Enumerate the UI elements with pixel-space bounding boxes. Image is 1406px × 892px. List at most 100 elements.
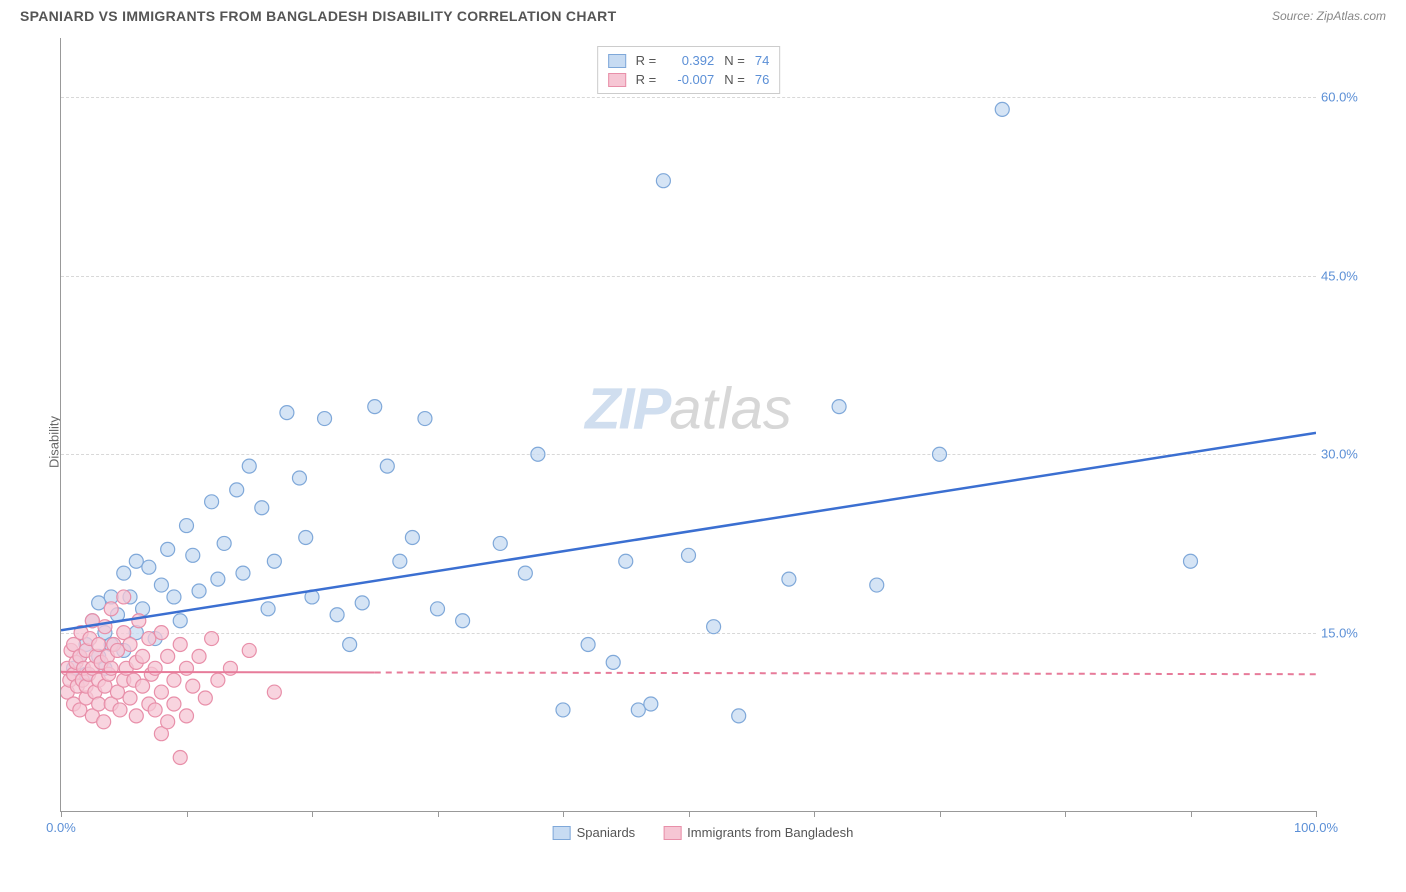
data-point: [186, 548, 200, 562]
data-point: [223, 661, 237, 675]
data-point: [330, 608, 344, 622]
r-value-spaniards: 0.392: [666, 53, 714, 68]
x-tick: [1316, 811, 1317, 817]
legend-swatch-icon: [663, 826, 681, 840]
data-point: [211, 572, 225, 586]
n-label: N =: [724, 53, 745, 68]
data-point: [167, 590, 181, 604]
source-attribution: Source: ZipAtlas.com: [1272, 9, 1386, 23]
data-point: [230, 483, 244, 497]
data-point: [418, 412, 432, 426]
y-tick-label: 60.0%: [1321, 90, 1381, 105]
chart-title: SPANIARD VS IMMIGRANTS FROM BANGLADESH D…: [20, 8, 616, 24]
data-point: [167, 673, 181, 687]
data-point: [217, 536, 231, 550]
data-point: [380, 459, 394, 473]
r-value-bangladesh: -0.007: [666, 72, 714, 87]
data-point: [933, 447, 947, 461]
data-point: [173, 750, 187, 764]
data-point: [782, 572, 796, 586]
x-tick-label: 0.0%: [46, 820, 76, 835]
data-point: [556, 703, 570, 717]
data-point: [518, 566, 532, 580]
data-point: [161, 649, 175, 663]
data-point: [173, 614, 187, 628]
data-point: [123, 691, 137, 705]
data-point: [299, 530, 313, 544]
scatter-svg: [61, 38, 1316, 811]
data-point: [236, 566, 250, 580]
data-point: [192, 584, 206, 598]
data-point: [242, 459, 256, 473]
data-point: [148, 661, 162, 675]
series-legend: Spaniards Immigrants from Bangladesh: [553, 825, 854, 840]
data-point: [707, 620, 721, 634]
x-tick: [312, 811, 313, 817]
data-point: [92, 697, 106, 711]
data-point: [136, 679, 150, 693]
data-point: [180, 519, 194, 533]
x-tick: [1065, 811, 1066, 817]
data-point: [132, 614, 146, 628]
correlation-legend: R = 0.392 N = 74 R = -0.007 N = 76: [597, 46, 781, 94]
data-point: [832, 400, 846, 414]
y-tick-label: 15.0%: [1321, 625, 1381, 640]
data-point: [656, 174, 670, 188]
trend-line: [61, 672, 375, 673]
x-tick-label: 100.0%: [1294, 820, 1338, 835]
data-point: [92, 638, 106, 652]
data-point: [267, 685, 281, 699]
data-point: [123, 638, 137, 652]
n-value-bangladesh: 76: [755, 72, 769, 87]
data-point: [92, 596, 106, 610]
data-point: [154, 685, 168, 699]
data-point: [129, 554, 143, 568]
trend-line-dashed: [375, 672, 1316, 674]
data-point: [261, 602, 275, 616]
data-point: [318, 412, 332, 426]
legend-swatch-icon: [553, 826, 571, 840]
data-point: [104, 661, 118, 675]
x-tick: [187, 811, 188, 817]
data-point: [198, 691, 212, 705]
y-tick-label: 45.0%: [1321, 268, 1381, 283]
x-tick: [814, 811, 815, 817]
data-point: [393, 554, 407, 568]
data-point: [167, 697, 181, 711]
data-point: [117, 566, 131, 580]
data-point: [110, 643, 124, 657]
x-tick: [1191, 811, 1192, 817]
plot-area: R = 0.392 N = 74 R = -0.007 N = 76 ZIPat…: [60, 38, 1316, 812]
data-point: [161, 542, 175, 556]
data-point: [136, 649, 150, 663]
legend-item-bangladesh: Immigrants from Bangladesh: [663, 825, 853, 840]
legend-row-bangladesh: R = -0.007 N = 76: [608, 70, 770, 89]
data-point: [531, 447, 545, 461]
data-point: [255, 501, 269, 515]
data-point: [104, 602, 118, 616]
data-point: [343, 638, 357, 652]
data-point: [154, 578, 168, 592]
data-point: [117, 590, 131, 604]
data-point: [161, 715, 175, 729]
data-point: [631, 703, 645, 717]
data-point: [405, 530, 419, 544]
legend-row-spaniards: R = 0.392 N = 74: [608, 51, 770, 70]
data-point: [995, 102, 1009, 116]
data-point: [606, 655, 620, 669]
data-point: [180, 709, 194, 723]
data-point: [142, 632, 156, 646]
data-point: [870, 578, 884, 592]
data-point: [192, 649, 206, 663]
chart-header: SPANIARD VS IMMIGRANTS FROM BANGLADESH D…: [0, 0, 1406, 28]
data-point: [180, 661, 194, 675]
legend-swatch-bangladesh: [608, 73, 626, 87]
legend-label-bangladesh: Immigrants from Bangladesh: [687, 825, 853, 840]
x-tick: [940, 811, 941, 817]
data-point: [732, 709, 746, 723]
legend-item-spaniards: Spaniards: [553, 825, 636, 840]
data-point: [292, 471, 306, 485]
x-tick: [563, 811, 564, 817]
n-label: N =: [724, 72, 745, 87]
data-point: [431, 602, 445, 616]
